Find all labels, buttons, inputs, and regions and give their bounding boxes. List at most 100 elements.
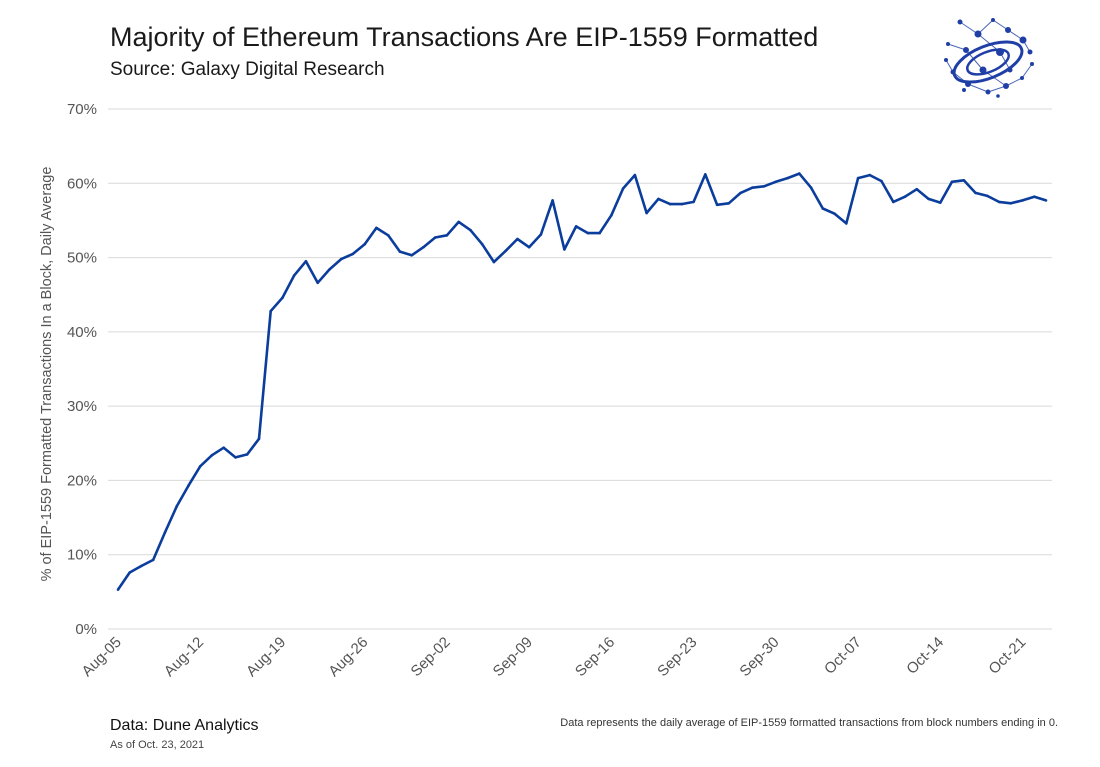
y-tick-label: 30% bbox=[67, 398, 97, 415]
data-point bbox=[328, 268, 331, 271]
data-point bbox=[140, 564, 143, 568]
data-point bbox=[469, 228, 472, 232]
y-axis-label: % of EIP-1559 Formatted Transactions In … bbox=[39, 167, 55, 582]
data-point bbox=[833, 212, 836, 215]
data-point bbox=[915, 187, 919, 191]
data-point bbox=[751, 186, 754, 189]
data-point bbox=[574, 225, 578, 228]
galaxy-logo-icon bbox=[944, 18, 1034, 98]
data-point bbox=[281, 296, 284, 300]
data-point bbox=[492, 260, 496, 264]
data-point bbox=[739, 191, 742, 195]
data-footnote: Data represents the daily average of EIP… bbox=[560, 717, 1058, 729]
data-point bbox=[610, 213, 613, 217]
data-point bbox=[198, 465, 202, 468]
data-point bbox=[692, 200, 695, 204]
y-tick-label: 40% bbox=[67, 324, 97, 341]
data-source-label: Data: Dune Analytics bbox=[110, 717, 259, 734]
data-point bbox=[974, 191, 977, 195]
y-tick-label: 60% bbox=[67, 175, 97, 192]
data-point bbox=[892, 200, 895, 204]
data-point bbox=[1021, 199, 1024, 202]
data-point bbox=[116, 588, 120, 591]
x-tick-label: Aug-26 bbox=[325, 634, 371, 680]
data-point bbox=[986, 194, 989, 198]
y-tick-label: 70% bbox=[67, 101, 97, 118]
data-point bbox=[351, 252, 355, 256]
data-point bbox=[398, 250, 402, 253]
y-tick-label: 50% bbox=[67, 250, 97, 267]
data-point bbox=[316, 281, 320, 285]
data-point bbox=[1009, 202, 1013, 205]
data-point bbox=[798, 172, 801, 175]
data-point bbox=[304, 260, 308, 263]
data-point bbox=[680, 202, 684, 206]
data-point bbox=[551, 199, 554, 202]
data-point bbox=[1044, 199, 1048, 202]
x-tick-label: Aug-05 bbox=[79, 634, 125, 680]
data-point bbox=[480, 242, 484, 246]
data-point bbox=[222, 446, 225, 450]
x-tick-label: Aug-19 bbox=[243, 634, 289, 680]
data-point bbox=[504, 249, 507, 253]
data-point bbox=[903, 195, 907, 198]
data-point bbox=[621, 187, 625, 190]
data-point bbox=[668, 202, 672, 206]
data-point bbox=[727, 202, 731, 205]
data-point bbox=[516, 237, 519, 241]
data-point bbox=[633, 173, 637, 177]
y-tick-label: 10% bbox=[67, 547, 97, 564]
data-point bbox=[786, 176, 789, 180]
data-point bbox=[292, 274, 296, 277]
data-point bbox=[939, 201, 942, 204]
data-point bbox=[962, 179, 966, 182]
data-point bbox=[210, 453, 214, 457]
y-tick-label: 0% bbox=[75, 621, 97, 638]
data-point bbox=[128, 571, 131, 574]
data-point bbox=[410, 254, 414, 257]
x-tick-label: Sep-30 bbox=[736, 634, 782, 680]
data-point bbox=[715, 203, 719, 207]
x-tick-label: Oct-07 bbox=[821, 634, 865, 678]
data-point bbox=[563, 248, 566, 251]
x-tick-label: Sep-09 bbox=[490, 634, 536, 680]
data-point bbox=[950, 180, 954, 184]
data-point bbox=[657, 197, 660, 201]
chart-subtitle: Source: Galaxy Digital Research bbox=[110, 59, 385, 80]
x-tick-label: Oct-21 bbox=[985, 634, 1029, 678]
data-point bbox=[187, 484, 190, 487]
data-point bbox=[774, 180, 778, 184]
x-tick-label: Oct-14 bbox=[903, 634, 947, 678]
data-point bbox=[269, 309, 273, 313]
data-point bbox=[422, 245, 425, 249]
data-point bbox=[539, 233, 543, 236]
data-point bbox=[234, 456, 237, 459]
data-point bbox=[527, 245, 531, 249]
series-line-eip1559-share bbox=[116, 172, 1047, 591]
data-point bbox=[856, 176, 860, 180]
data-point bbox=[821, 207, 825, 210]
data-point bbox=[880, 179, 883, 183]
data-point bbox=[339, 257, 343, 261]
data-point bbox=[645, 211, 648, 215]
data-point bbox=[445, 234, 449, 237]
data-point bbox=[363, 242, 367, 246]
data-point bbox=[809, 186, 813, 189]
data-point bbox=[762, 185, 766, 188]
x-tick-label: Sep-16 bbox=[572, 634, 618, 680]
data-point bbox=[704, 173, 707, 176]
data-point bbox=[375, 226, 378, 230]
data-point bbox=[598, 231, 601, 235]
data-point bbox=[845, 222, 848, 225]
chart-title: Majority of Ethereum Transactions Are EI… bbox=[110, 22, 819, 52]
data-point bbox=[433, 236, 437, 239]
data-point bbox=[175, 505, 178, 508]
x-tick-label: Sep-02 bbox=[408, 634, 454, 680]
data-point bbox=[151, 558, 155, 562]
x-tick-label: Aug-12 bbox=[161, 634, 207, 680]
y-tick-label: 20% bbox=[67, 472, 97, 489]
x-tick-label: Sep-23 bbox=[654, 634, 700, 680]
data-point bbox=[257, 437, 261, 441]
data-point bbox=[586, 231, 590, 235]
